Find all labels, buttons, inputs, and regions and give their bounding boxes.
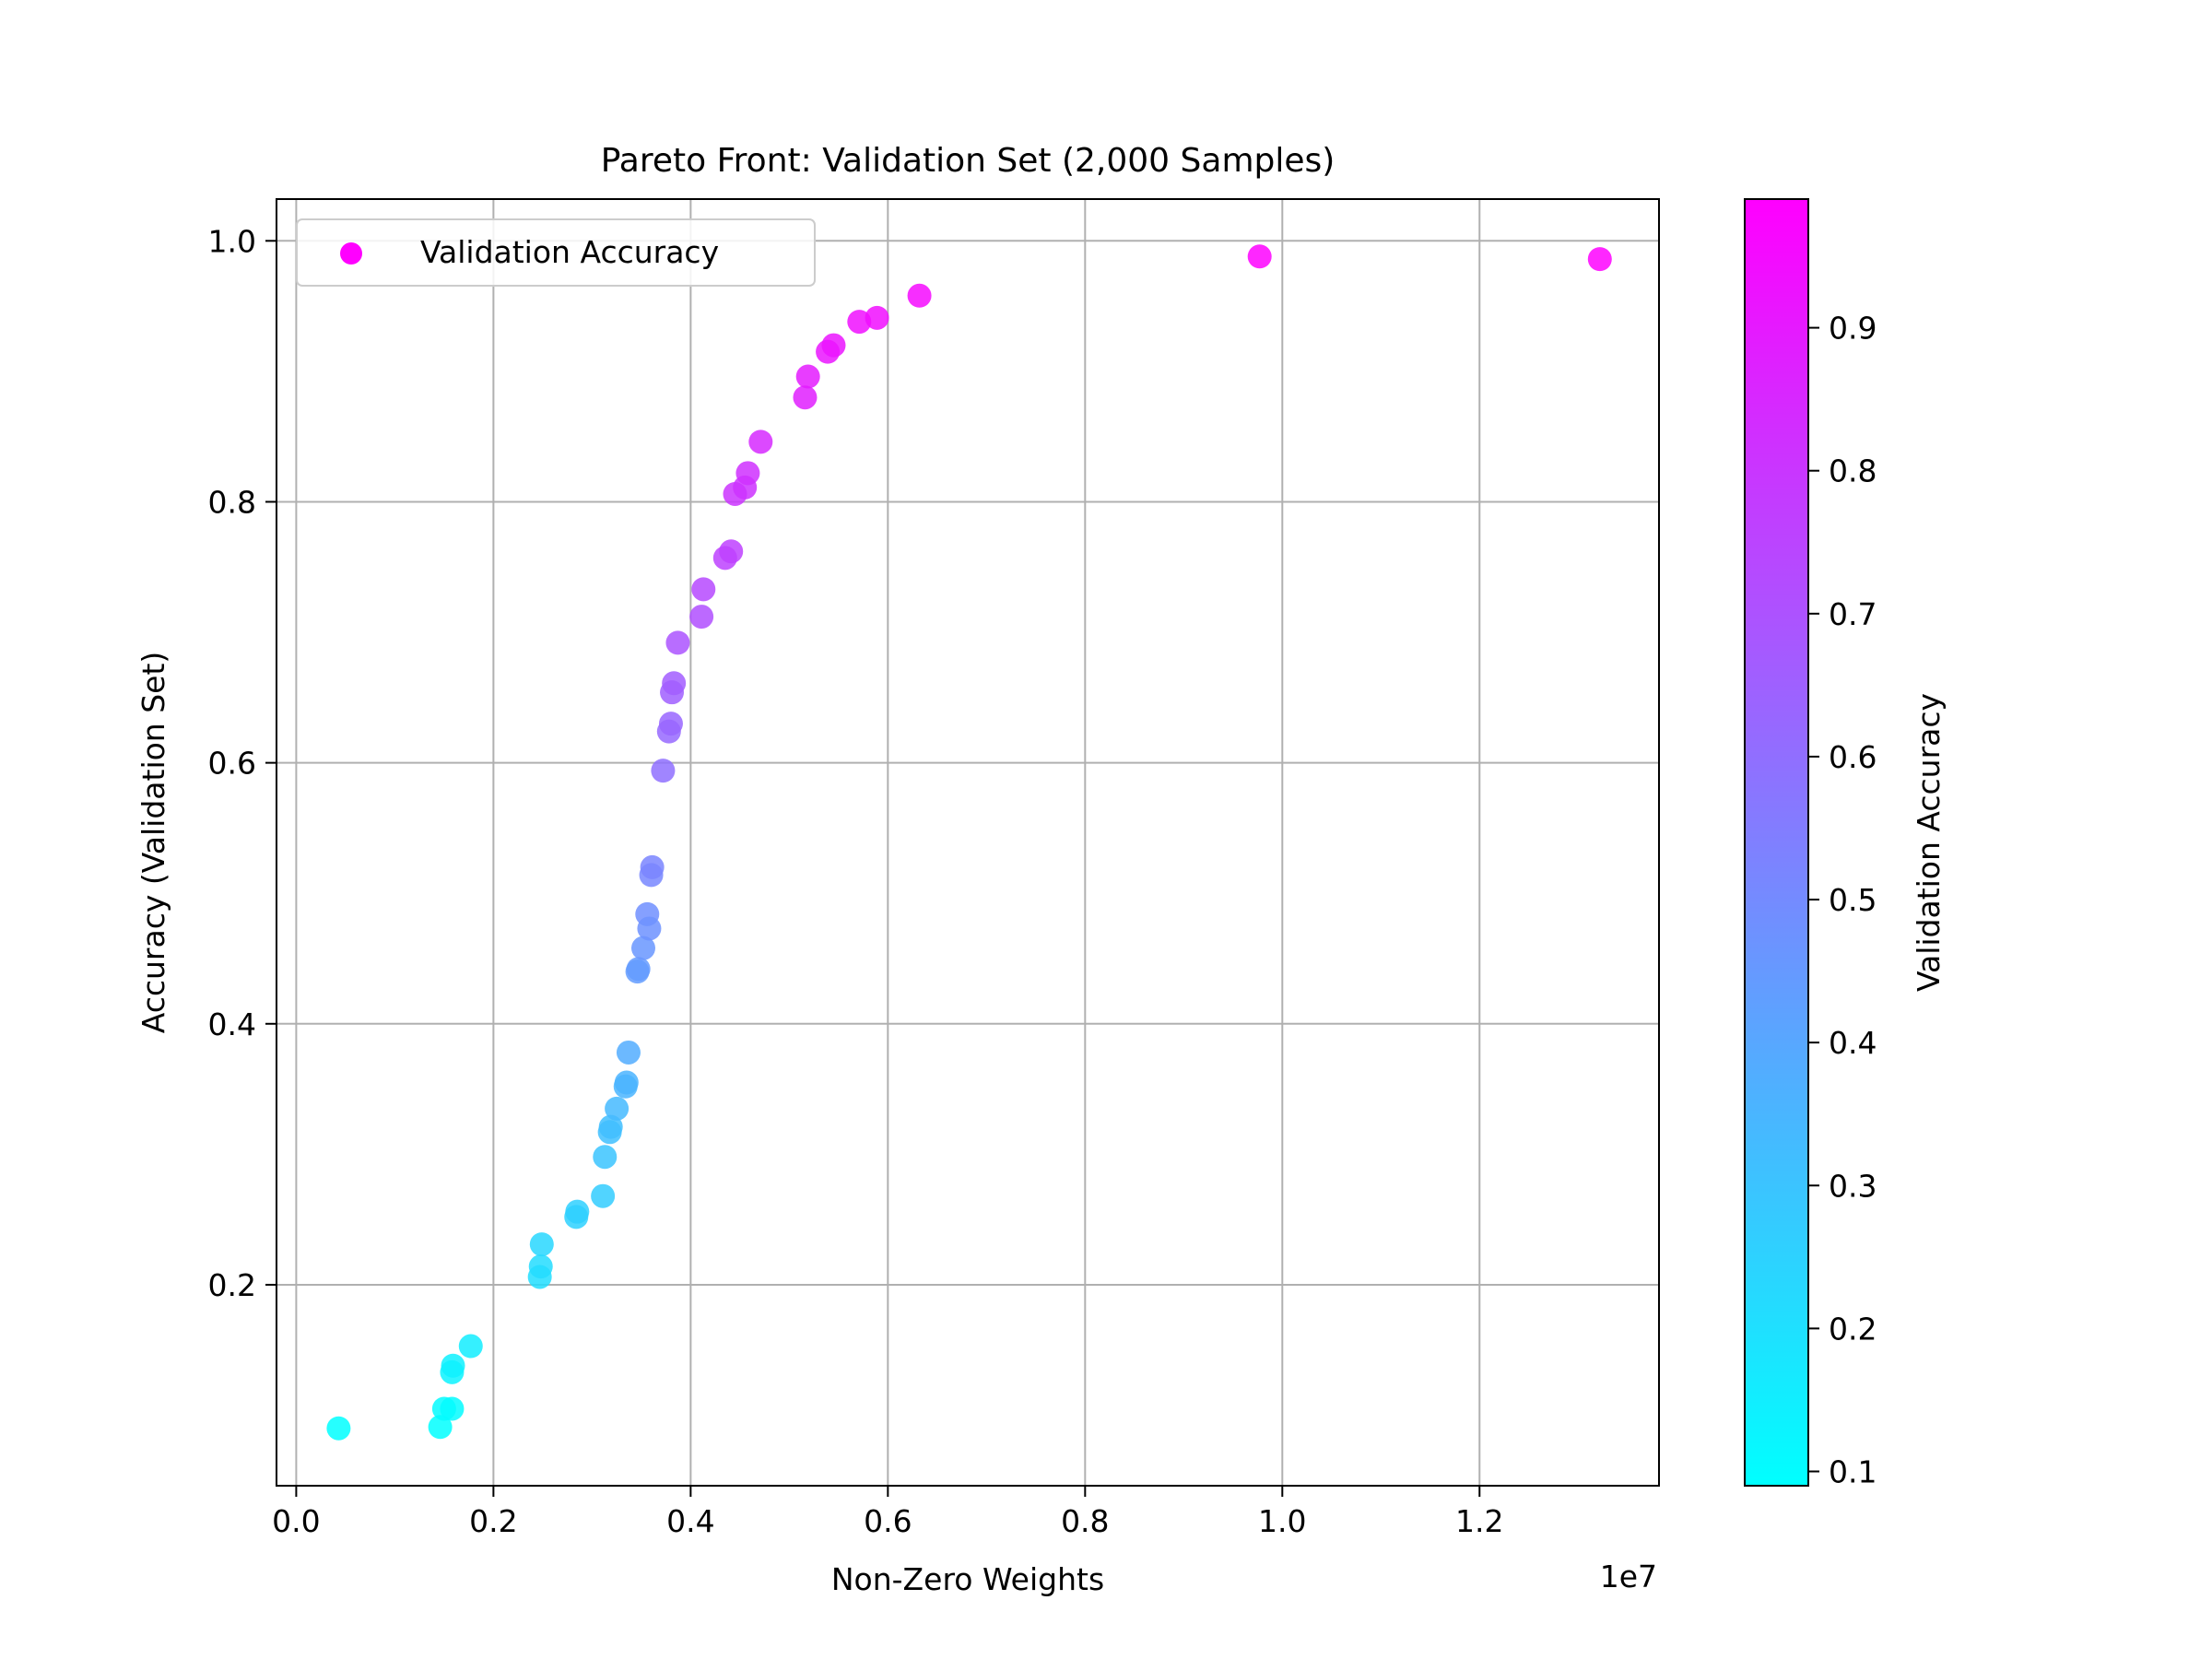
y-axis-label: Accuracy (Validation Set): [135, 652, 171, 1034]
data-point: [626, 957, 651, 982]
colorbar-ticks: 0.1 0.2 0.3 0.4 0.5 0.6 0.7 0.8 0.9: [1808, 311, 1877, 1489]
x-tick-label: 0.6: [864, 1503, 912, 1539]
chart-title: Pareto Front: Validation Set (2,000 Samp…: [601, 142, 1335, 180]
x-tick-label: 1.0: [1258, 1503, 1306, 1539]
data-point: [748, 429, 773, 454]
data-point: [821, 333, 846, 358]
x-axis-ticks: 0.0 0.2 0.4 0.6 0.8 1.0 1.2: [272, 1486, 1504, 1539]
plot-frame: [276, 198, 1660, 1487]
x-tick-label: 0.2: [469, 1503, 517, 1539]
colorbar-tick-label: 0.4: [1829, 1025, 1877, 1061]
data-point: [719, 539, 744, 564]
data-point: [458, 1334, 483, 1359]
data-point: [691, 577, 716, 602]
y-tick-label: 0.4: [208, 1006, 256, 1042]
y-axis-ticks: 0.2 0.4 0.6 0.8 1.0: [208, 223, 276, 1303]
data-point: [662, 671, 687, 696]
data-point: [640, 854, 665, 879]
y-tick-label: 0.6: [208, 746, 256, 782]
data-point: [565, 1199, 590, 1224]
data-point: [616, 1040, 641, 1065]
data-point: [591, 1183, 616, 1208]
data-point: [865, 305, 889, 330]
colorbar-tick-label: 0.3: [1829, 1168, 1877, 1204]
data-point: [637, 916, 662, 941]
colorbar-label: Validation Accuracy: [1911, 693, 1947, 992]
data-point: [1247, 244, 1272, 269]
x-axis-offset-label: 1e7: [1600, 1559, 1657, 1594]
x-tick-label: 0.0: [272, 1503, 320, 1539]
colorbar-tick-label: 0.9: [1829, 311, 1877, 347]
data-point: [598, 1114, 623, 1139]
x-tick-label: 0.8: [1061, 1503, 1109, 1539]
colorbar-tick-label: 0.1: [1829, 1453, 1877, 1489]
colorbar: 0.1 0.2 0.3 0.4 0.5 0.6 0.7 0.8 0.9 Validation A…: [1744, 198, 1947, 1489]
legend-box: [296, 218, 816, 287]
data-point: [605, 1096, 629, 1121]
x-axis-label: Non-Zero Weights: [831, 1561, 1104, 1597]
data-point: [441, 1353, 465, 1378]
legend: Validation Accuracy: [296, 218, 816, 287]
x-tick-label: 1.2: [1455, 1503, 1503, 1539]
data-point: [528, 1254, 553, 1279]
data-point: [614, 1070, 639, 1095]
colorbar-gradient: [1744, 198, 1809, 1487]
data-point: [907, 283, 932, 308]
data-points: [326, 244, 1612, 1441]
legend-label: Validation Accuracy: [420, 234, 719, 270]
data-point: [795, 364, 820, 389]
colorbar-tick-label: 0.8: [1829, 453, 1877, 489]
data-point: [665, 630, 690, 655]
colorbar-tick-label: 0.5: [1829, 882, 1877, 918]
data-point: [735, 461, 760, 486]
colorbar-tick-label: 0.2: [1829, 1311, 1877, 1347]
data-point: [689, 605, 714, 629]
data-point: [651, 759, 676, 783]
x-tick-label: 0.4: [666, 1503, 714, 1539]
data-point: [1587, 247, 1612, 272]
y-tick-label: 1.0: [208, 223, 256, 259]
data-point: [593, 1145, 618, 1170]
y-tick-label: 0.2: [208, 1267, 256, 1303]
data-point: [440, 1396, 465, 1421]
data-point: [428, 1415, 453, 1440]
y-tick-label: 0.8: [208, 484, 256, 520]
data-point: [326, 1416, 351, 1441]
data-point: [529, 1232, 554, 1257]
grid: [276, 199, 1659, 1486]
data-point: [631, 935, 656, 960]
data-point: [793, 385, 818, 410]
data-point: [658, 712, 683, 736]
colorbar-tick-label: 0.6: [1829, 739, 1877, 775]
colorbar-tick-label: 0.7: [1829, 596, 1877, 632]
legend-marker: [340, 242, 362, 265]
